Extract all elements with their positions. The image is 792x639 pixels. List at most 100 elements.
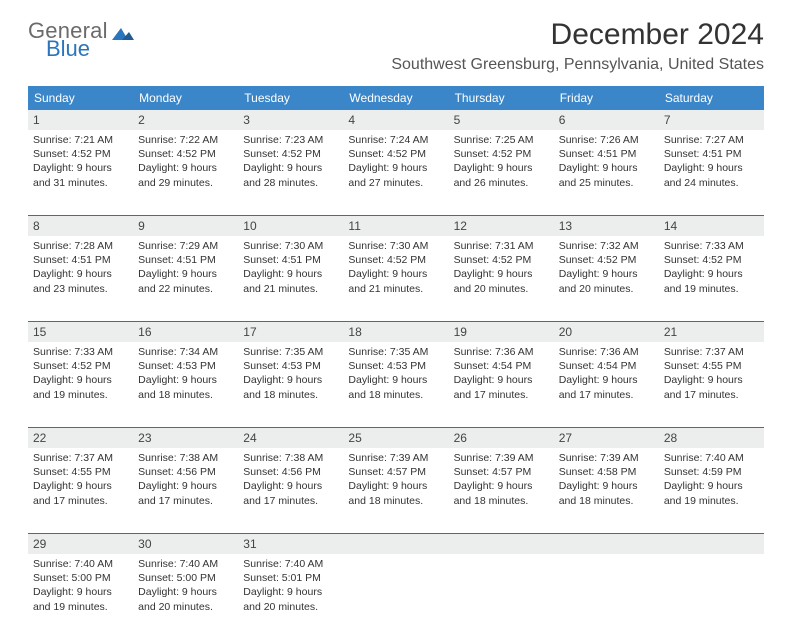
daylight-line: Daylight: 9 hours and 23 minutes. [33, 267, 128, 295]
day-number: 29 [28, 534, 133, 554]
day-cell: Sunrise: 7:40 AMSunset: 5:01 PMDaylight:… [238, 554, 343, 639]
sunset-line: Sunset: 4:58 PM [559, 465, 654, 479]
sunrise-line: Sunrise: 7:33 AM [664, 239, 759, 253]
day-cell: Sunrise: 7:36 AMSunset: 4:54 PMDaylight:… [554, 342, 659, 427]
day-info: Sunrise: 7:33 AMSunset: 4:52 PMDaylight:… [33, 345, 128, 402]
day-number: 19 [449, 322, 554, 342]
daylight-line: Daylight: 9 hours and 22 minutes. [138, 267, 233, 295]
day-info: Sunrise: 7:39 AMSunset: 4:57 PMDaylight:… [348, 451, 443, 508]
day-number: 18 [343, 322, 448, 342]
day-number [343, 534, 448, 554]
day-number: 27 [554, 428, 659, 448]
day-number: 21 [659, 322, 764, 342]
sunset-line: Sunset: 4:55 PM [664, 359, 759, 373]
day-number: 1 [28, 110, 133, 130]
sunset-line: Sunset: 5:00 PM [33, 571, 128, 585]
header: General Blue December 2024 Southwest Gre… [28, 18, 764, 74]
day-cell: Sunrise: 7:35 AMSunset: 4:53 PMDaylight:… [238, 342, 343, 427]
day-cell: Sunrise: 7:24 AMSunset: 4:52 PMDaylight:… [343, 130, 448, 215]
day-info: Sunrise: 7:23 AMSunset: 4:52 PMDaylight:… [243, 133, 338, 190]
day-info: Sunrise: 7:27 AMSunset: 4:51 PMDaylight:… [664, 133, 759, 190]
day-number: 22 [28, 428, 133, 448]
day-number: 15 [28, 322, 133, 342]
daylight-line: Daylight: 9 hours and 20 minutes. [138, 585, 233, 613]
dow-monday: Monday [133, 86, 238, 110]
sunset-line: Sunset: 4:52 PM [33, 147, 128, 161]
daylight-line: Daylight: 9 hours and 26 minutes. [454, 161, 549, 189]
sunset-line: Sunset: 4:51 PM [559, 147, 654, 161]
dow-friday: Friday [554, 86, 659, 110]
day-cell: Sunrise: 7:39 AMSunset: 4:57 PMDaylight:… [343, 448, 448, 533]
sunrise-line: Sunrise: 7:39 AM [348, 451, 443, 465]
day-cell: Sunrise: 7:35 AMSunset: 4:53 PMDaylight:… [343, 342, 448, 427]
day-number: 16 [133, 322, 238, 342]
day-number: 2 [133, 110, 238, 130]
day-cell: Sunrise: 7:38 AMSunset: 4:56 PMDaylight:… [238, 448, 343, 533]
day-info: Sunrise: 7:24 AMSunset: 4:52 PMDaylight:… [348, 133, 443, 190]
day-cell: Sunrise: 7:33 AMSunset: 4:52 PMDaylight:… [659, 236, 764, 321]
daylight-line: Daylight: 9 hours and 19 minutes. [664, 479, 759, 507]
sunrise-line: Sunrise: 7:35 AM [243, 345, 338, 359]
sunrise-line: Sunrise: 7:34 AM [138, 345, 233, 359]
sunrise-line: Sunrise: 7:26 AM [559, 133, 654, 147]
sunrise-line: Sunrise: 7:33 AM [33, 345, 128, 359]
sunrise-line: Sunrise: 7:40 AM [138, 557, 233, 571]
day-cell: Sunrise: 7:23 AMSunset: 4:52 PMDaylight:… [238, 130, 343, 215]
daylight-line: Daylight: 9 hours and 17 minutes. [243, 479, 338, 507]
brand-text: General Blue [28, 20, 108, 60]
sunrise-line: Sunrise: 7:24 AM [348, 133, 443, 147]
day-cell: Sunrise: 7:33 AMSunset: 4:52 PMDaylight:… [28, 342, 133, 427]
day-cell: Sunrise: 7:40 AMSunset: 5:00 PMDaylight:… [28, 554, 133, 639]
day-number: 7 [659, 110, 764, 130]
day-cell [554, 554, 659, 639]
weeks-container: 1234567Sunrise: 7:21 AMSunset: 4:52 PMDa… [28, 110, 764, 639]
sunrise-line: Sunrise: 7:29 AM [138, 239, 233, 253]
sunset-line: Sunset: 4:56 PM [243, 465, 338, 479]
sunset-line: Sunset: 4:52 PM [348, 147, 443, 161]
day-number: 10 [238, 216, 343, 236]
day-cell: Sunrise: 7:38 AMSunset: 4:56 PMDaylight:… [133, 448, 238, 533]
daylight-line: Daylight: 9 hours and 24 minutes. [664, 161, 759, 189]
sunrise-line: Sunrise: 7:40 AM [664, 451, 759, 465]
sunset-line: Sunset: 4:51 PM [33, 253, 128, 267]
dow-sunday: Sunday [28, 86, 133, 110]
daylight-line: Daylight: 9 hours and 19 minutes. [33, 585, 128, 613]
day-number: 25 [343, 428, 448, 448]
daylight-line: Daylight: 9 hours and 21 minutes. [243, 267, 338, 295]
week-daynum-row: 891011121314 [28, 215, 764, 236]
daylight-line: Daylight: 9 hours and 17 minutes. [454, 373, 549, 401]
day-info: Sunrise: 7:30 AMSunset: 4:51 PMDaylight:… [243, 239, 338, 296]
sunset-line: Sunset: 4:52 PM [348, 253, 443, 267]
day-cell: Sunrise: 7:25 AMSunset: 4:52 PMDaylight:… [449, 130, 554, 215]
week-daynum-row: 293031 [28, 533, 764, 554]
day-info: Sunrise: 7:39 AMSunset: 4:58 PMDaylight:… [559, 451, 654, 508]
day-number: 14 [659, 216, 764, 236]
day-cell: Sunrise: 7:30 AMSunset: 4:52 PMDaylight:… [343, 236, 448, 321]
day-number: 3 [238, 110, 343, 130]
week-daynum-row: 22232425262728 [28, 427, 764, 448]
day-info: Sunrise: 7:31 AMSunset: 4:52 PMDaylight:… [454, 239, 549, 296]
sunrise-line: Sunrise: 7:39 AM [454, 451, 549, 465]
dow-tuesday: Tuesday [238, 86, 343, 110]
sunrise-line: Sunrise: 7:32 AM [559, 239, 654, 253]
day-info: Sunrise: 7:26 AMSunset: 4:51 PMDaylight:… [559, 133, 654, 190]
day-cell: Sunrise: 7:31 AMSunset: 4:52 PMDaylight:… [449, 236, 554, 321]
sunrise-line: Sunrise: 7:40 AM [33, 557, 128, 571]
week-cells-row: Sunrise: 7:28 AMSunset: 4:51 PMDaylight:… [28, 236, 764, 321]
day-cell: Sunrise: 7:39 AMSunset: 4:57 PMDaylight:… [449, 448, 554, 533]
day-cell: Sunrise: 7:27 AMSunset: 4:51 PMDaylight:… [659, 130, 764, 215]
sunset-line: Sunset: 4:57 PM [454, 465, 549, 479]
week-cells-row: Sunrise: 7:40 AMSunset: 5:00 PMDaylight:… [28, 554, 764, 639]
sunrise-line: Sunrise: 7:36 AM [454, 345, 549, 359]
sunrise-line: Sunrise: 7:38 AM [138, 451, 233, 465]
day-cell: Sunrise: 7:28 AMSunset: 4:51 PMDaylight:… [28, 236, 133, 321]
day-cell [343, 554, 448, 639]
dow-saturday: Saturday [659, 86, 764, 110]
day-number: 9 [133, 216, 238, 236]
day-info: Sunrise: 7:38 AMSunset: 4:56 PMDaylight:… [138, 451, 233, 508]
day-cell: Sunrise: 7:22 AMSunset: 4:52 PMDaylight:… [133, 130, 238, 215]
day-info: Sunrise: 7:35 AMSunset: 4:53 PMDaylight:… [243, 345, 338, 402]
day-info: Sunrise: 7:33 AMSunset: 4:52 PMDaylight:… [664, 239, 759, 296]
day-cell: Sunrise: 7:40 AMSunset: 4:59 PMDaylight:… [659, 448, 764, 533]
day-info: Sunrise: 7:21 AMSunset: 4:52 PMDaylight:… [33, 133, 128, 190]
